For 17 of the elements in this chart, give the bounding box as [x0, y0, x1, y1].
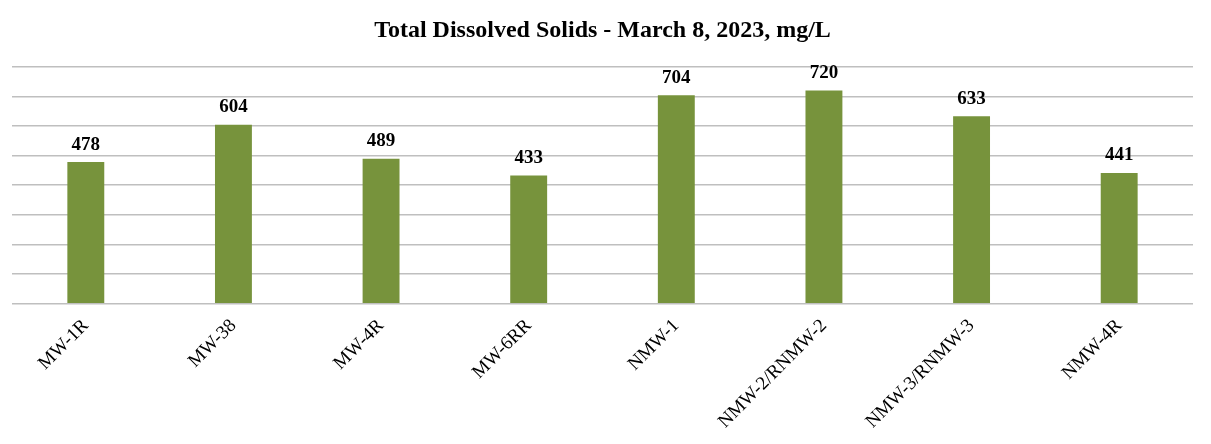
- bar: [1100, 173, 1138, 303]
- bar: [953, 116, 991, 303]
- data-label: 441: [1104, 143, 1134, 165]
- bar: [657, 95, 695, 303]
- data-label: 433: [514, 145, 543, 167]
- bar: [67, 162, 105, 303]
- data-label: 489: [366, 129, 396, 151]
- data-label: 604: [219, 95, 249, 117]
- data-label: 720: [809, 60, 839, 82]
- data-label: 633: [957, 86, 986, 108]
- data-label: 704: [662, 65, 692, 87]
- bar: [362, 158, 400, 303]
- chart-title: Total Dissolved Solids - March 8, 2023, mg/L: [374, 15, 831, 42]
- data-label: 478: [71, 132, 101, 154]
- bar: [214, 124, 252, 303]
- bar: [510, 175, 548, 303]
- bar: [805, 90, 843, 303]
